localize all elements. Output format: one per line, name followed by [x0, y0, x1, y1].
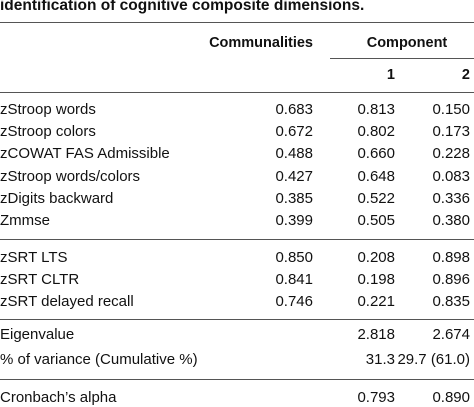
- component-1-value: 0.208: [357, 249, 395, 266]
- component-2-value: 0.173: [432, 123, 470, 140]
- component-2-value: 29.7 (61.0): [397, 351, 470, 368]
- header-component: Component: [366, 35, 448, 51]
- component-2-value: 0.898: [432, 249, 470, 266]
- row-label: zStroop colors: [0, 123, 96, 140]
- table-top-rule: [0, 22, 474, 23]
- component-1-value: 0.505: [357, 212, 395, 229]
- communality-value: 0.672: [275, 123, 313, 140]
- header-communalities: Communalities: [209, 35, 313, 51]
- component-1-value: 0.198: [357, 271, 395, 288]
- summary-label: % of variance (Cumulative %): [0, 351, 198, 368]
- row-label: zSRT CLTR: [0, 271, 80, 288]
- component-1-value: 0.660: [357, 145, 395, 162]
- header-component-2: 2: [461, 67, 470, 83]
- component-2-value: 0.380: [432, 212, 470, 229]
- component-2-value: 0.896: [432, 271, 470, 288]
- component-1-value: 0.522: [357, 190, 395, 207]
- summary-label: Eigenvalue: [0, 326, 75, 343]
- table-caption: identification of cognitive composite di…: [0, 0, 365, 14]
- component-1-value: 0.793: [357, 389, 395, 406]
- row-label: zDigits backward: [0, 190, 114, 207]
- summary-divider-rule: [0, 319, 474, 320]
- communality-value: 0.850: [275, 249, 313, 266]
- communality-value: 0.746: [275, 293, 313, 310]
- summary-label: Cronbach’s alpha: [0, 389, 117, 406]
- component-1-value: 0.221: [357, 293, 395, 310]
- component-2-value: 0.083: [432, 168, 470, 185]
- row-label: zStroop words: [0, 101, 96, 118]
- alpha-divider-rule: [0, 379, 474, 380]
- component-1-value: 31.3: [365, 351, 395, 368]
- row-label: zSRT LTS: [0, 249, 68, 266]
- header-bottom-rule: [0, 92, 474, 93]
- communality-value: 0.427: [275, 168, 313, 185]
- group-divider-rule: [0, 239, 474, 240]
- row-label: zSRT delayed recall: [0, 293, 134, 310]
- component-2-value: 0.835: [432, 293, 470, 310]
- header-component-1: 1: [386, 67, 395, 83]
- row-label: zCOWAT FAS Admissible: [0, 145, 170, 162]
- communality-value: 0.841: [275, 271, 313, 288]
- component-subheader-rule: [330, 58, 474, 59]
- component-2-value: 0.228: [432, 145, 470, 162]
- component-2-value: 0.150: [432, 101, 470, 118]
- component-1-value: 2.818: [357, 326, 395, 343]
- component-2-value: 2.674: [432, 326, 470, 343]
- component-1-value: 0.802: [357, 123, 395, 140]
- communality-value: 0.488: [275, 145, 313, 162]
- row-label: Zmmse: [0, 212, 50, 229]
- communality-value: 0.385: [275, 190, 313, 207]
- row-label: zStroop words/colors: [0, 168, 141, 185]
- component-1-value: 0.813: [357, 101, 395, 118]
- communality-value: 0.683: [275, 101, 313, 118]
- component-2-value: 0.336: [432, 190, 470, 207]
- component-1-value: 0.648: [357, 168, 395, 185]
- component-2-value: 0.890: [432, 389, 470, 406]
- communality-value: 0.399: [275, 212, 313, 229]
